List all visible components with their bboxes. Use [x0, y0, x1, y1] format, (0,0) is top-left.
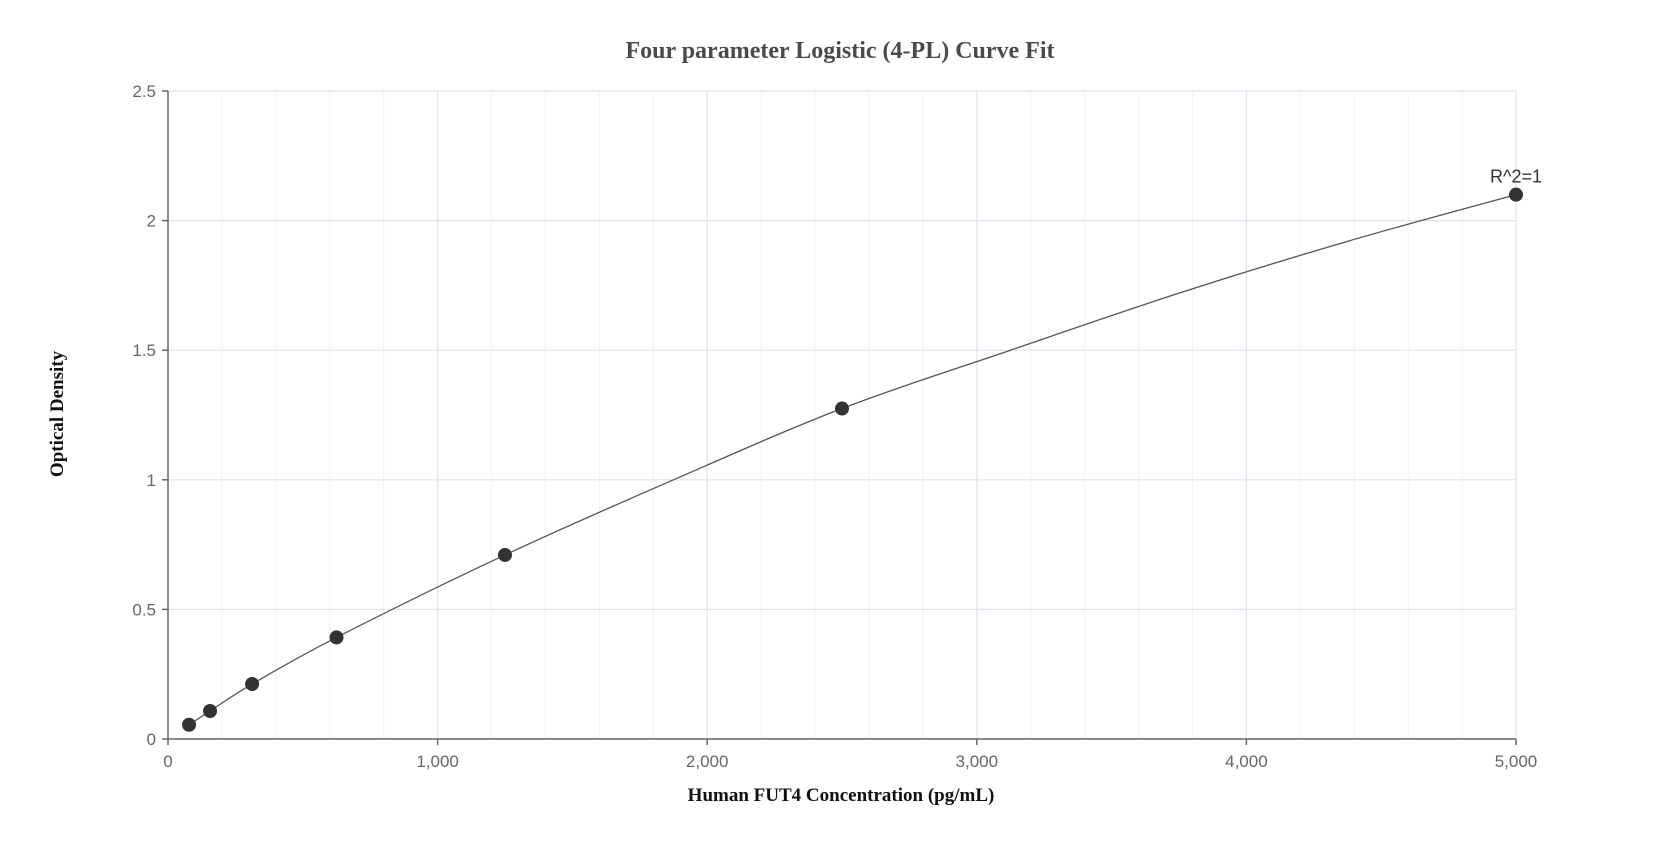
fit-curve-layer	[188, 194, 1517, 726]
r-squared-label: R^2=1	[1490, 167, 1542, 187]
x-tick-label: 0	[163, 752, 172, 771]
x-tick-label: 2,000	[686, 752, 729, 771]
x-tick-label: 5,000	[1495, 752, 1538, 771]
grid	[168, 90, 1517, 739]
y-tick-label: 1.5	[132, 341, 156, 360]
data-point	[245, 677, 260, 692]
y-axis-title: Optical Density	[47, 350, 68, 477]
x-tick-label: 4,000	[1225, 752, 1268, 771]
y-axis-ticks: 0 0.5 1 1.5 2 2.5	[132, 82, 168, 749]
data-point	[835, 401, 849, 416]
annotations: R^2=1	[1490, 167, 1542, 187]
x-tick-label: 3,000	[956, 752, 999, 771]
y-tick-label: 1	[147, 471, 156, 490]
data-point	[498, 547, 512, 562]
data-point	[203, 704, 218, 719]
x-axis-title: Human FUT4 Concentration (pg/mL)	[688, 785, 995, 806]
y-tick-label: 2.5	[132, 82, 156, 101]
data-point	[329, 630, 344, 645]
data-point	[1509, 187, 1523, 202]
y-tick-label: 0	[147, 730, 156, 749]
y-tick-label: 2	[147, 212, 156, 231]
data-point	[182, 717, 197, 732]
fit-curve	[188, 194, 1517, 726]
y-tick-label: 0.5	[132, 600, 156, 619]
axes	[167, 91, 1516, 740]
x-axis-ticks: 0 1,000 2,000 3,000 4,000 5,000	[163, 739, 1537, 771]
chart-title: Four parameter Logistic (4-PL) Curve Fit	[625, 38, 1054, 64]
x-tick-label: 1,000	[416, 752, 459, 771]
data-points	[182, 187, 1523, 732]
